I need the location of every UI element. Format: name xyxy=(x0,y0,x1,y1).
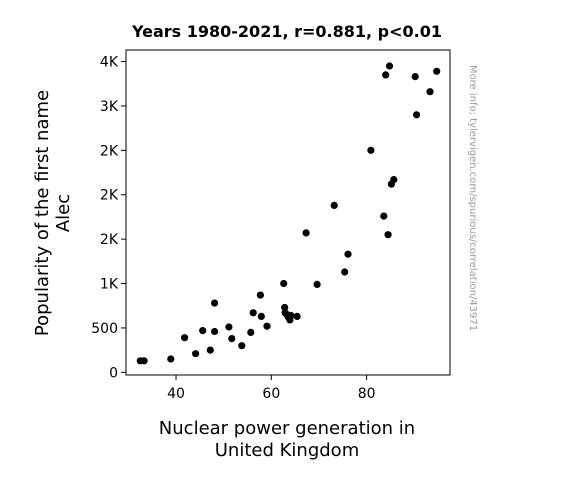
data-point xyxy=(385,62,394,70)
data-point xyxy=(263,322,271,330)
x-axis-label-line-1: Nuclear power generation in xyxy=(159,418,415,439)
y-tick-label: 2K xyxy=(100,232,119,248)
y-axis-label-line-1: Popularity of the first name xyxy=(32,90,53,336)
data-point xyxy=(344,250,352,258)
y-tick-label: 500 xyxy=(91,321,118,337)
data-point xyxy=(330,201,338,209)
plot-area-frame xyxy=(125,49,451,376)
data-point xyxy=(167,355,175,363)
x-axis-ticks: 40 60 80 xyxy=(167,375,376,402)
x-tick-label: 80 xyxy=(358,386,376,402)
y-tick-label: 1K xyxy=(100,277,119,293)
data-point xyxy=(238,342,246,350)
data-point xyxy=(287,311,295,320)
data-point xyxy=(228,335,236,343)
data-point xyxy=(433,67,441,75)
y-tick-label: 0 xyxy=(109,365,118,381)
data-point xyxy=(199,327,207,335)
data-point xyxy=(281,303,289,312)
y-tick-label: 2K xyxy=(100,143,119,159)
data-point xyxy=(411,73,419,81)
data-point xyxy=(426,88,434,96)
data-point xyxy=(382,71,390,79)
data-point xyxy=(413,111,421,119)
data-point xyxy=(225,323,233,331)
data-point xyxy=(313,280,321,288)
data-point xyxy=(302,229,310,237)
data-point xyxy=(140,357,148,365)
watermark-text: More info: tylervigen.com/spurious/corre… xyxy=(467,65,478,331)
y-axis-ticks: 0 500 1K 2K 2K 2K 3K 4K xyxy=(91,55,126,381)
x-tick-label: 40 xyxy=(167,386,185,402)
data-point xyxy=(380,212,388,220)
data-point xyxy=(280,279,288,288)
data-point xyxy=(256,291,264,299)
data-point xyxy=(390,176,398,184)
data-point xyxy=(293,312,301,320)
watermark: More info: tylervigen.com/spurious/corre… xyxy=(467,65,478,331)
data-point xyxy=(384,231,392,239)
data-point xyxy=(247,328,255,336)
y-tick-label: 2K xyxy=(100,188,119,204)
x-axis-label-line-2: United Kingdom xyxy=(215,440,359,461)
data-point xyxy=(249,309,257,317)
data-point xyxy=(192,350,200,358)
data-point xyxy=(181,334,189,342)
y-axis-label: Popularity of the first name Alec xyxy=(32,90,74,336)
x-tick-label: 60 xyxy=(262,386,280,402)
y-axis-label-line-2: Alec xyxy=(53,194,74,232)
data-point xyxy=(211,299,219,307)
y-tick-label: 4K xyxy=(100,55,119,71)
data-point xyxy=(257,312,265,320)
data-points xyxy=(136,62,441,365)
data-point xyxy=(367,146,375,154)
chart-title: Years 1980-2021, r=0.881, p<0.01 xyxy=(131,22,442,41)
data-point xyxy=(211,327,219,336)
data-point xyxy=(341,268,349,276)
y-tick-label: 3K xyxy=(100,99,119,115)
data-point xyxy=(206,346,214,354)
